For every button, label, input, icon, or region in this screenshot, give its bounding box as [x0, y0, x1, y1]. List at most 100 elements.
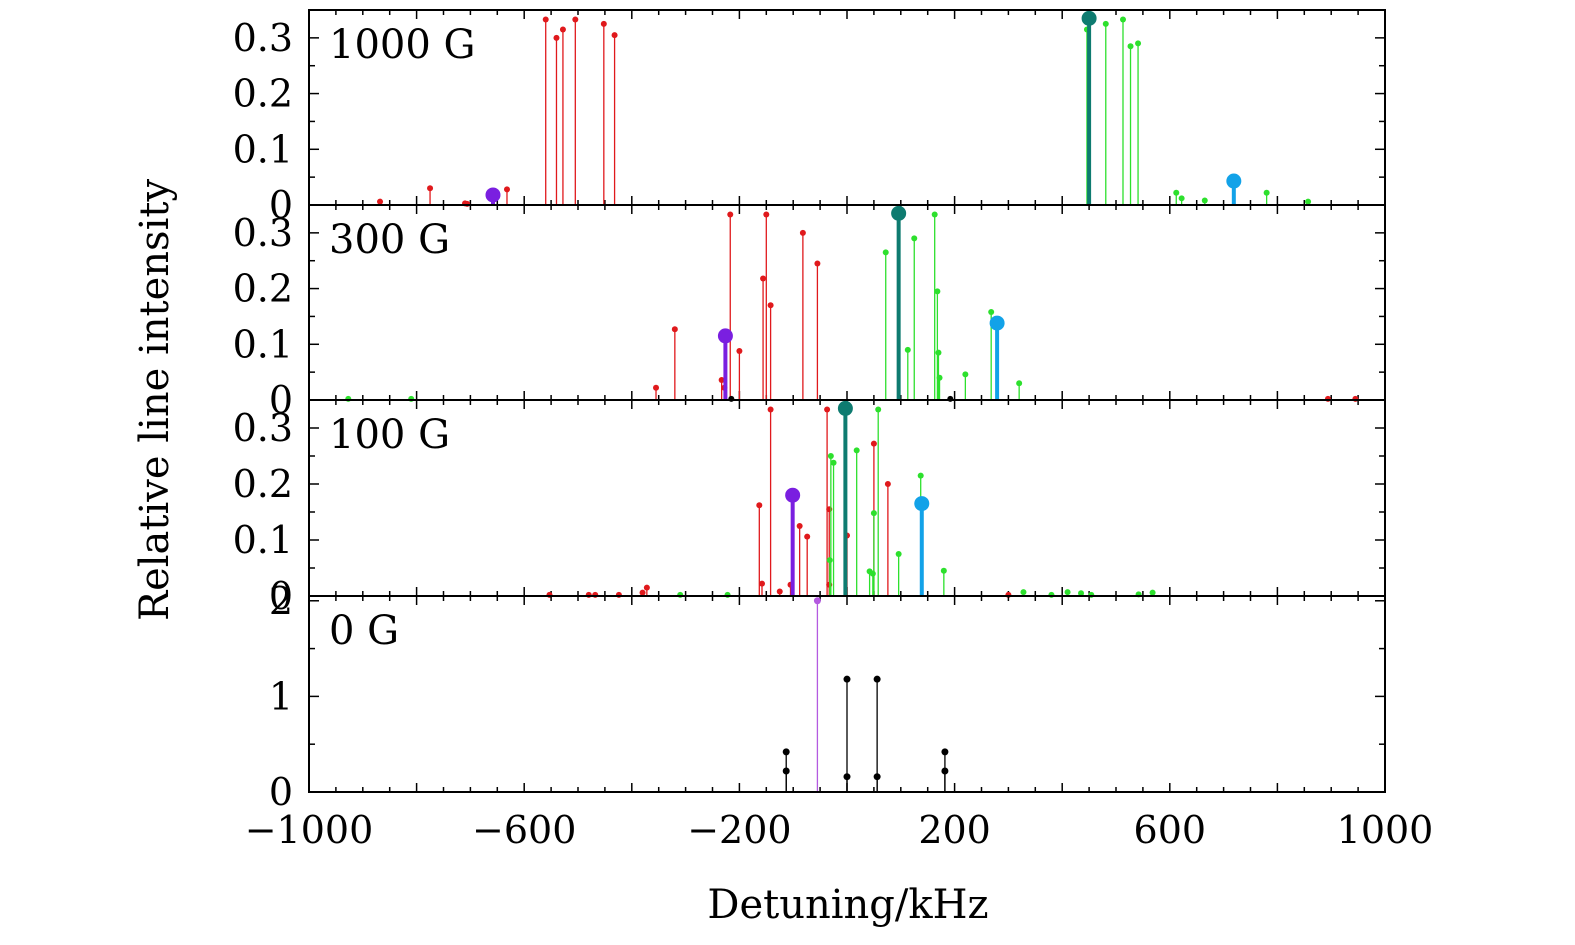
stem-marker-blue — [914, 496, 930, 512]
stem-marker-green — [1016, 380, 1023, 387]
stem-marker-red — [884, 481, 891, 487]
panel-0: 0 0.1 0.2 0.3 1000 G — [233, 9, 1386, 227]
stem-marker-green — [830, 459, 837, 466]
stem-marker-red — [799, 229, 806, 236]
stem-marker-green — [940, 567, 947, 574]
stem-marker-green — [875, 406, 882, 413]
stem-marker-green — [962, 371, 969, 378]
stem-marker-purple — [485, 187, 501, 203]
y-tick-label: 0.3 — [233, 211, 293, 255]
stem-marker-green — [1127, 43, 1134, 50]
stem-marker-green — [853, 447, 860, 454]
y-tick-label: 0.2 — [233, 267, 293, 311]
stem-marker-green — [895, 551, 902, 557]
stem-marker-green — [1119, 16, 1126, 23]
stem-marker-green — [1135, 40, 1142, 47]
stem-marker-blue — [989, 315, 1005, 331]
stem-marker-violet — [813, 597, 821, 605]
panels-layer: 0 0.1 0.2 0.3 1000 G 0 0.1 0.2 0.3 300 G 0 0.1 0.2 0.… — [233, 9, 1386, 814]
panel-3: 0 1 2 0 G — [269, 579, 1386, 814]
stem-marker-green — [882, 249, 889, 256]
y-tick-label: 0.3 — [233, 16, 293, 60]
stem-marker-green — [1305, 198, 1312, 205]
stem-marker-black — [843, 675, 851, 683]
x-tick-label: 600 — [1134, 808, 1207, 852]
x-axis: −1000 −600 −200 200 600 1000 — [245, 808, 1434, 852]
stem-marker-red — [760, 275, 767, 282]
stem-marker-black — [843, 773, 851, 781]
stem-marker-green — [827, 453, 834, 459]
stem-marker-black — [941, 748, 949, 756]
x-tick-label: −200 — [687, 808, 791, 852]
stem-marker-red — [776, 588, 783, 595]
panel-label: 100 G — [329, 412, 450, 458]
stem-marker-red — [653, 384, 660, 391]
y-tick-label: 0 — [269, 183, 293, 227]
stem-marker-green — [988, 308, 995, 315]
stem-marker-green — [931, 211, 938, 218]
stem-marker-green — [1064, 589, 1071, 596]
x-tick-label: −600 — [472, 808, 576, 852]
stem-marker-black — [873, 675, 881, 683]
stem-marker-red — [503, 186, 510, 193]
stem-marker-red — [727, 211, 734, 218]
stem-marker-green — [1149, 589, 1156, 596]
y-tick-label: 0 — [269, 770, 293, 814]
stem-marker-red — [377, 198, 384, 205]
stem-marker-green — [869, 570, 876, 577]
stem-marker-red — [758, 580, 765, 587]
stem-marker-red — [763, 211, 770, 218]
stem-marker-red — [796, 523, 803, 529]
stem-marker-red — [804, 533, 811, 540]
stem-marker-green — [917, 472, 924, 479]
stem-marker-black — [873, 773, 881, 781]
y-tick-label: 0.2 — [233, 72, 293, 116]
panel-2: 0 0.1 0.2 0.3 100 G — [233, 399, 1386, 618]
stem-marker-green — [904, 346, 911, 353]
stem-marker-red — [718, 376, 725, 383]
stem-marker-green — [1102, 20, 1109, 27]
stem-marker-red — [639, 589, 646, 596]
stem-marker-black — [782, 767, 790, 775]
stem-marker-red — [559, 26, 566, 33]
y-tick-label: 0.1 — [233, 322, 293, 366]
stem-marker-purple — [785, 487, 801, 503]
stem-marker-green — [934, 288, 941, 295]
y-tick-label: 0.1 — [233, 518, 293, 562]
y-tick-label: 0.3 — [233, 406, 293, 450]
stem-marker-blue — [1226, 173, 1242, 189]
stem-marker-black — [941, 767, 949, 775]
stem-marker-red — [814, 260, 821, 267]
stem-marker-red — [824, 406, 831, 413]
stem-marker-black — [782, 748, 790, 756]
stem-marker-red — [611, 32, 618, 39]
stem-marker-red — [870, 440, 877, 447]
stem-marker-teal — [1081, 10, 1097, 26]
stem-marker-red — [542, 16, 549, 23]
stem-marker-red — [756, 502, 763, 509]
stem-marker-teal — [837, 400, 853, 416]
panel-label: 0 G — [329, 608, 399, 654]
stem-marker-green — [1178, 195, 1185, 202]
stem-marker-green — [1201, 197, 1208, 204]
y-tick-label: 0 — [269, 378, 293, 422]
panel-1: 0 0.1 0.2 0.3 300 G — [233, 204, 1386, 422]
panel-label: 300 G — [329, 217, 450, 263]
stem-marker-purple — [717, 328, 733, 344]
x-tick-label: 1000 — [1337, 808, 1434, 852]
stem-marker-red — [767, 302, 774, 309]
y-tick-label: 0.2 — [233, 462, 293, 506]
y-tick-label: 1 — [269, 674, 293, 718]
stem-marker-green — [935, 349, 942, 356]
stem-marker-red — [427, 185, 434, 192]
stem-marker-green — [911, 235, 918, 242]
stem-marker-green — [1263, 189, 1270, 196]
x-tick-label: −1000 — [245, 808, 374, 852]
stem-marker-red — [572, 16, 579, 23]
stem-marker-red — [643, 584, 650, 591]
stem-marker-green — [1173, 189, 1180, 196]
y-tick-label: 0.1 — [233, 127, 293, 171]
y-axis-title: Relative line intensity — [132, 179, 178, 621]
panel-label: 1000 G — [329, 22, 475, 68]
